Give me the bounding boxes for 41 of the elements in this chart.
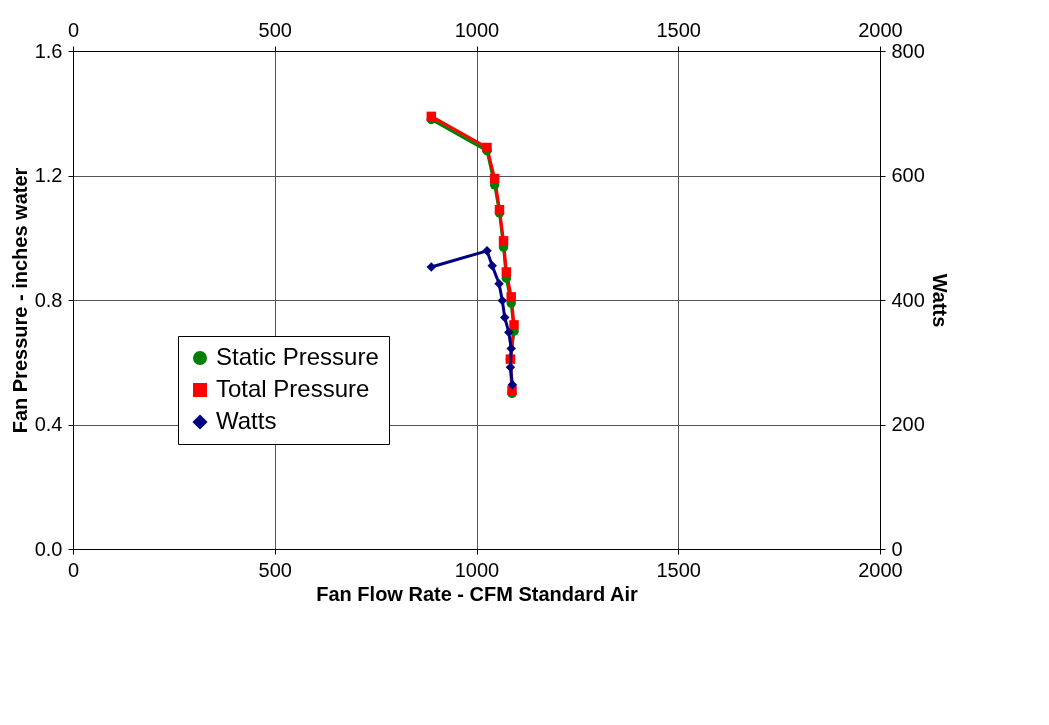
x-tick-label: 2000 [858, 558, 903, 581]
point [497, 295, 508, 306]
x-tick-label: 1000 [454, 558, 500, 581]
y2-axis-title: Watts [928, 273, 951, 328]
y2-tick-label: 600 [891, 164, 925, 186]
x-tick-label: 1500 [656, 558, 701, 581]
legend-label: Static Pressure [216, 343, 379, 370]
point [498, 236, 509, 246]
legend-label: Watts [216, 407, 277, 434]
x-tick-label: 500 [258, 558, 292, 581]
x-tick-label: 0 [67, 558, 80, 581]
x2-tick-label: 1000 [454, 18, 500, 41]
point [489, 173, 500, 184]
legend-label: Total Pressure [216, 375, 370, 402]
point [504, 327, 514, 338]
y2-tick-label: 400 [891, 288, 925, 311]
x-axis-title: Fan Flow Rate - CFM Standard Air [316, 582, 638, 605]
y2-tick-label: 0 [891, 537, 903, 560]
y2-tick-label: 800 [891, 39, 925, 62]
point [501, 267, 512, 277]
x2-tick-label: 500 [258, 18, 292, 41]
y-tick-label: 0.4 [34, 413, 63, 435]
point [507, 379, 518, 390]
point [505, 362, 516, 372]
point [426, 262, 437, 272]
point [506, 343, 516, 354]
y-tick-label: 0.0 [34, 537, 63, 560]
point [494, 279, 504, 289]
point [494, 204, 505, 215]
x2-tick-label: 0 [67, 18, 80, 41]
x2-tick-label: 2000 [858, 18, 903, 41]
point [487, 261, 497, 271]
point [509, 320, 519, 330]
y-axis-title: Fan Pressure - inches water [8, 167, 31, 434]
y-tick-label: 1.2 [34, 164, 63, 186]
y-tick-label: 0.8 [34, 288, 63, 311]
x2-tick-label: 1500 [656, 18, 701, 41]
y2-tick-label: 200 [891, 413, 925, 435]
point [500, 312, 510, 323]
y-tick-label: 1.6 [34, 39, 63, 62]
point [506, 292, 516, 302]
